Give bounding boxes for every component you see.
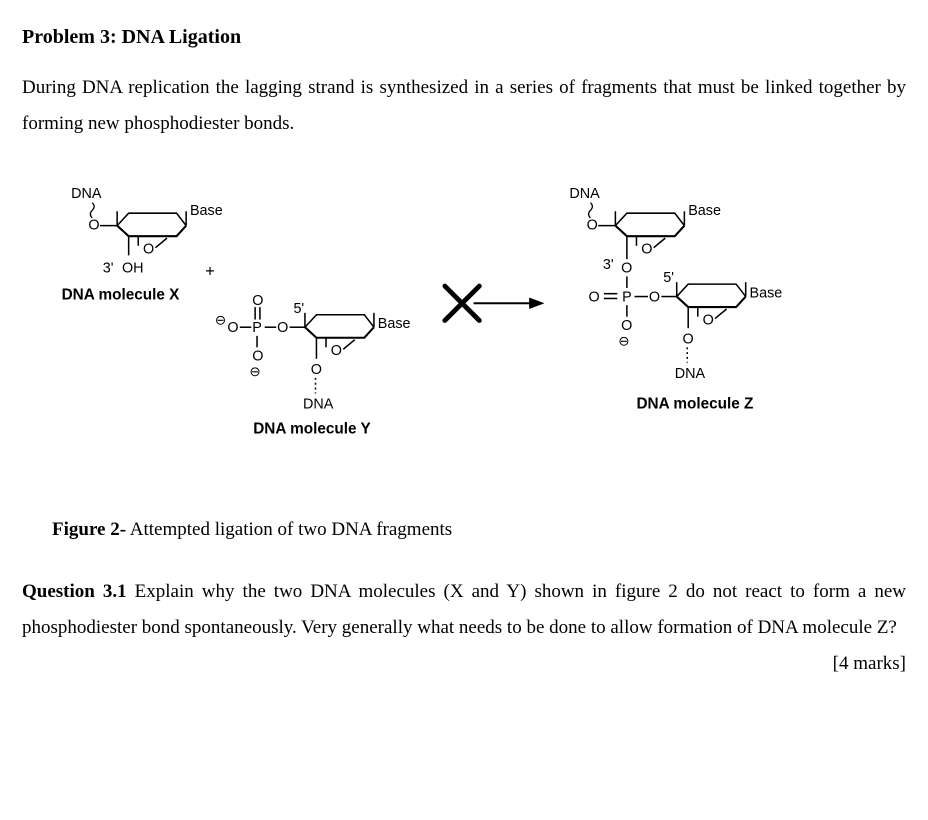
z-p: P [622, 290, 632, 306]
plus-sign: + [205, 263, 215, 281]
y-ring-o: O [331, 343, 342, 359]
molecule-y: ⊖ O P O O ⊖ O 5' O Base O DNA DNA molecu… [215, 293, 411, 437]
molecule-x: DNA O O Base 3' OH + DNA molecule X [62, 186, 223, 304]
z-5prime: 5' [663, 270, 674, 286]
z-ring-o1: O [641, 242, 652, 258]
molecule-z: DNA O O Base 3' O P O O ⊖ O 5' [569, 186, 782, 413]
question-lead: Question 3.1 [22, 581, 127, 602]
y-minus: ⊖ [215, 313, 226, 328]
problem-title: Problem 3: DNA Ligation [22, 18, 906, 56]
y-p: P [252, 320, 262, 336]
y-dna-bot: DNA [303, 397, 334, 413]
intro-paragraph: During DNA replication the lagging stran… [22, 70, 906, 142]
z-ominus: O [621, 318, 632, 334]
y-o-bot: O [311, 362, 322, 378]
y-base: Base [378, 316, 411, 332]
question-marks: [4 marks] [833, 646, 906, 682]
figure-2: DNA O O Base 3' OH + DNA molecule X ⊖ O … [52, 172, 876, 492]
dna-top-label: DNA [71, 186, 102, 202]
x-base: Base [190, 203, 223, 219]
question-3-1: Question 3.1 Explain why the two DNA mol… [22, 574, 906, 646]
chem-structures: DNA O O Base 3' OH + DNA molecule X ⊖ O … [52, 172, 876, 492]
z-minus: ⊖ [618, 334, 629, 349]
x-oh: OH [122, 261, 144, 277]
z-ring-o2: O [703, 313, 714, 329]
z-base-bot: Base [750, 286, 783, 302]
z-o-top: O [587, 218, 598, 234]
figure-caption: Figure 2- Attempted ligation of two DNA … [52, 512, 876, 548]
figure-caption-bold: Figure 2- [52, 519, 126, 540]
z-dna-bot: DNA [675, 366, 706, 382]
z-odbl: O [589, 290, 600, 306]
figure-caption-rest: Attempted ligation of two DNA fragments [126, 519, 452, 540]
y-minus2: ⊖ [249, 364, 260, 379]
molecule-z-label: DNA molecule Z [636, 396, 753, 413]
z-o-link: O [621, 261, 632, 277]
z-dna-top: DNA [569, 186, 600, 202]
y-odbl: O [252, 293, 263, 309]
y-oend: O [277, 320, 288, 336]
x-ring-o: O [143, 242, 154, 258]
z-o-bot: O [682, 332, 693, 348]
reaction-arrow-blocked [445, 286, 545, 320]
molecule-y-label: DNA molecule Y [253, 421, 371, 438]
x-3prime: 3' [103, 261, 114, 277]
molecule-x-label: DNA molecule X [62, 287, 181, 304]
z-o-right: O [649, 290, 660, 306]
x-o-top: O [88, 218, 99, 234]
y-5prime: 5' [293, 301, 304, 317]
y-o1: O [227, 320, 238, 336]
z-base-top: Base [688, 203, 721, 219]
question-body: Explain why the two DNA molecules (X and… [22, 581, 906, 638]
z-3prime: 3' [603, 257, 614, 273]
y-o2: O [252, 349, 263, 365]
